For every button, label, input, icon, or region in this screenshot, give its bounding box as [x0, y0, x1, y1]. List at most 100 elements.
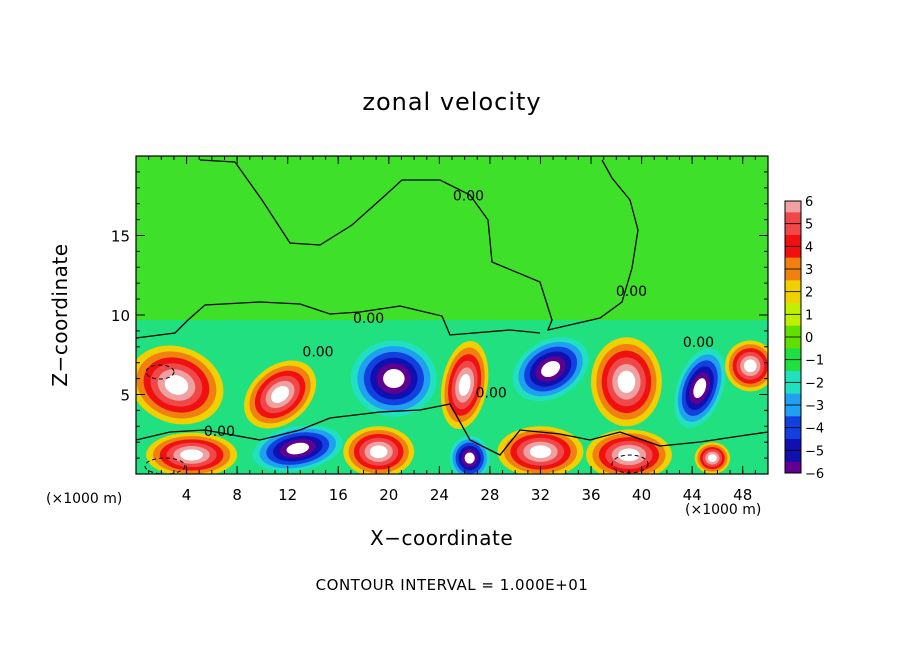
- colorbar-swatch: [785, 201, 801, 213]
- velocity-cell-ring: [271, 385, 290, 404]
- contour-label: 0.00: [683, 335, 714, 351]
- x-tick-label: 40: [632, 486, 651, 504]
- velocity-cell: [440, 340, 489, 429]
- x-tick-label: 48: [733, 486, 752, 504]
- contour-label: 0.00: [353, 311, 384, 327]
- velocity-cell: [136, 345, 224, 425]
- velocity-cell-ring: [743, 359, 757, 373]
- colorbar-swatch: [785, 223, 801, 236]
- velocity-cell: [694, 442, 731, 474]
- colorbar-swatch: [785, 235, 801, 247]
- plot-area: 0.00 0.00 0.00 0.00 0.00 0.00 0.00: [136, 156, 768, 474]
- velocity-cell: [252, 425, 343, 472]
- colorbar-swatch: [785, 303, 801, 315]
- colorbar-swatch: [785, 348, 801, 361]
- velocity-cell-ring: [458, 373, 471, 396]
- colorbar-label: 1: [805, 308, 813, 323]
- colorbar-swatch: [785, 382, 801, 395]
- velocity-cell-ring: [286, 442, 310, 455]
- velocity-cell-ring: [164, 375, 189, 395]
- y-axis: 5 10 15: [111, 171, 768, 459]
- velocity-cell: [244, 360, 317, 429]
- velocity-cell: [674, 348, 726, 428]
- colorbar-label: −2: [805, 376, 824, 391]
- colorbar-swatch: [785, 337, 801, 349]
- velocity-cell-ring: [369, 445, 388, 459]
- velocity-cell: [512, 337, 589, 402]
- velocity-cell-ring: [541, 361, 561, 378]
- colorbar-label: −6: [805, 467, 824, 482]
- contour-label: 0.00: [453, 189, 484, 205]
- y-tick-label: 10: [111, 307, 130, 325]
- colorbar-swatch: [785, 416, 801, 429]
- chart-title: zonal velocity: [362, 88, 542, 116]
- velocity-cell: [725, 340, 768, 392]
- x-tick-label: 16: [329, 486, 348, 504]
- velocity-cell-ring: [617, 370, 636, 393]
- y-tick-label: 15: [111, 228, 130, 246]
- colorbar-swatch: [785, 246, 801, 259]
- colorbar-swatch: [785, 450, 801, 463]
- velocity-cell: [146, 432, 238, 474]
- contour-label: 0.00: [204, 424, 235, 440]
- velocity-cell-ring: [383, 369, 405, 389]
- x-tick-label: 20: [379, 486, 398, 504]
- velocity-cell: [350, 340, 437, 417]
- colorbar-swatch: [785, 405, 801, 417]
- colorbar-swatch: [785, 291, 801, 304]
- y-axis-label: Z−coordinate: [48, 243, 72, 387]
- y-tick-label: 5: [120, 387, 130, 405]
- colorbar-label: 3: [805, 263, 813, 278]
- x-tick-label: 8: [232, 486, 242, 504]
- colorbar-swatch: [785, 393, 801, 406]
- colorbar-label: −3: [805, 399, 824, 414]
- colorbar: 6 5 4 3 2 1 0 −1 −2 −3 −4 −5 −6: [784, 195, 824, 482]
- x-tick-label: 44: [683, 486, 702, 504]
- contour-label: 0.00: [476, 386, 507, 402]
- velocity-cell: [497, 426, 584, 474]
- x-tick-label: 36: [581, 486, 600, 504]
- colorbar-swatch: [785, 439, 801, 451]
- x-tick-label: 4: [182, 486, 192, 504]
- velocity-cell-ring: [180, 449, 203, 461]
- colorbar-swatch: [785, 325, 801, 338]
- colorbar-swatch: [785, 269, 801, 281]
- x-tick-label: 32: [531, 486, 550, 504]
- zero-contour-mid: [136, 301, 541, 339]
- x-unit-note-left: (×1000 m): [46, 491, 123, 507]
- colorbar-swatch: [785, 280, 801, 293]
- velocity-cell-ring: [529, 445, 552, 459]
- velocity-cell: [343, 426, 415, 474]
- velocity-cell-ring: [707, 454, 717, 463]
- colorbar-swatch: [785, 461, 801, 474]
- velocity-cell-ring: [693, 378, 707, 399]
- colorbar-label: −4: [805, 422, 824, 437]
- colorbar-label: −1: [805, 354, 824, 369]
- colorbar-label: 4: [805, 240, 813, 255]
- x-tick-label: 28: [480, 486, 499, 504]
- velocity-cell: [449, 435, 490, 474]
- colorbar-label: 0: [805, 331, 813, 346]
- velocity-cell-ring: [464, 452, 475, 464]
- colorbar-label: 5: [805, 218, 813, 233]
- x-tick-label: 24: [430, 486, 449, 504]
- x-axis-label: X−coordinate: [370, 526, 514, 550]
- x-unit-note-right: (×1000 m): [685, 502, 762, 518]
- colorbar-label: 6: [805, 195, 813, 210]
- colorbar-swatch: [785, 359, 801, 372]
- negative-contour-bottom-left: [144, 457, 186, 474]
- negative-contour-left: [145, 364, 175, 380]
- colorbar-swatch: [785, 371, 801, 383]
- contour-interval: CONTOUR INTERVAL = 1.000E+01: [315, 576, 589, 594]
- colorbar-swatch: [785, 212, 801, 225]
- contour-label: 0.00: [302, 344, 333, 360]
- x-tick-label: 12: [278, 486, 297, 504]
- colorbar-swatch: [785, 257, 801, 270]
- velocity-cell: [585, 429, 672, 474]
- contour-label: 0.00: [616, 284, 647, 300]
- zero-contour-low: [136, 403, 768, 456]
- colorbar-swatch: [785, 314, 801, 327]
- zero-contour-upper: [199, 159, 639, 331]
- colorbar-label: −5: [805, 444, 824, 459]
